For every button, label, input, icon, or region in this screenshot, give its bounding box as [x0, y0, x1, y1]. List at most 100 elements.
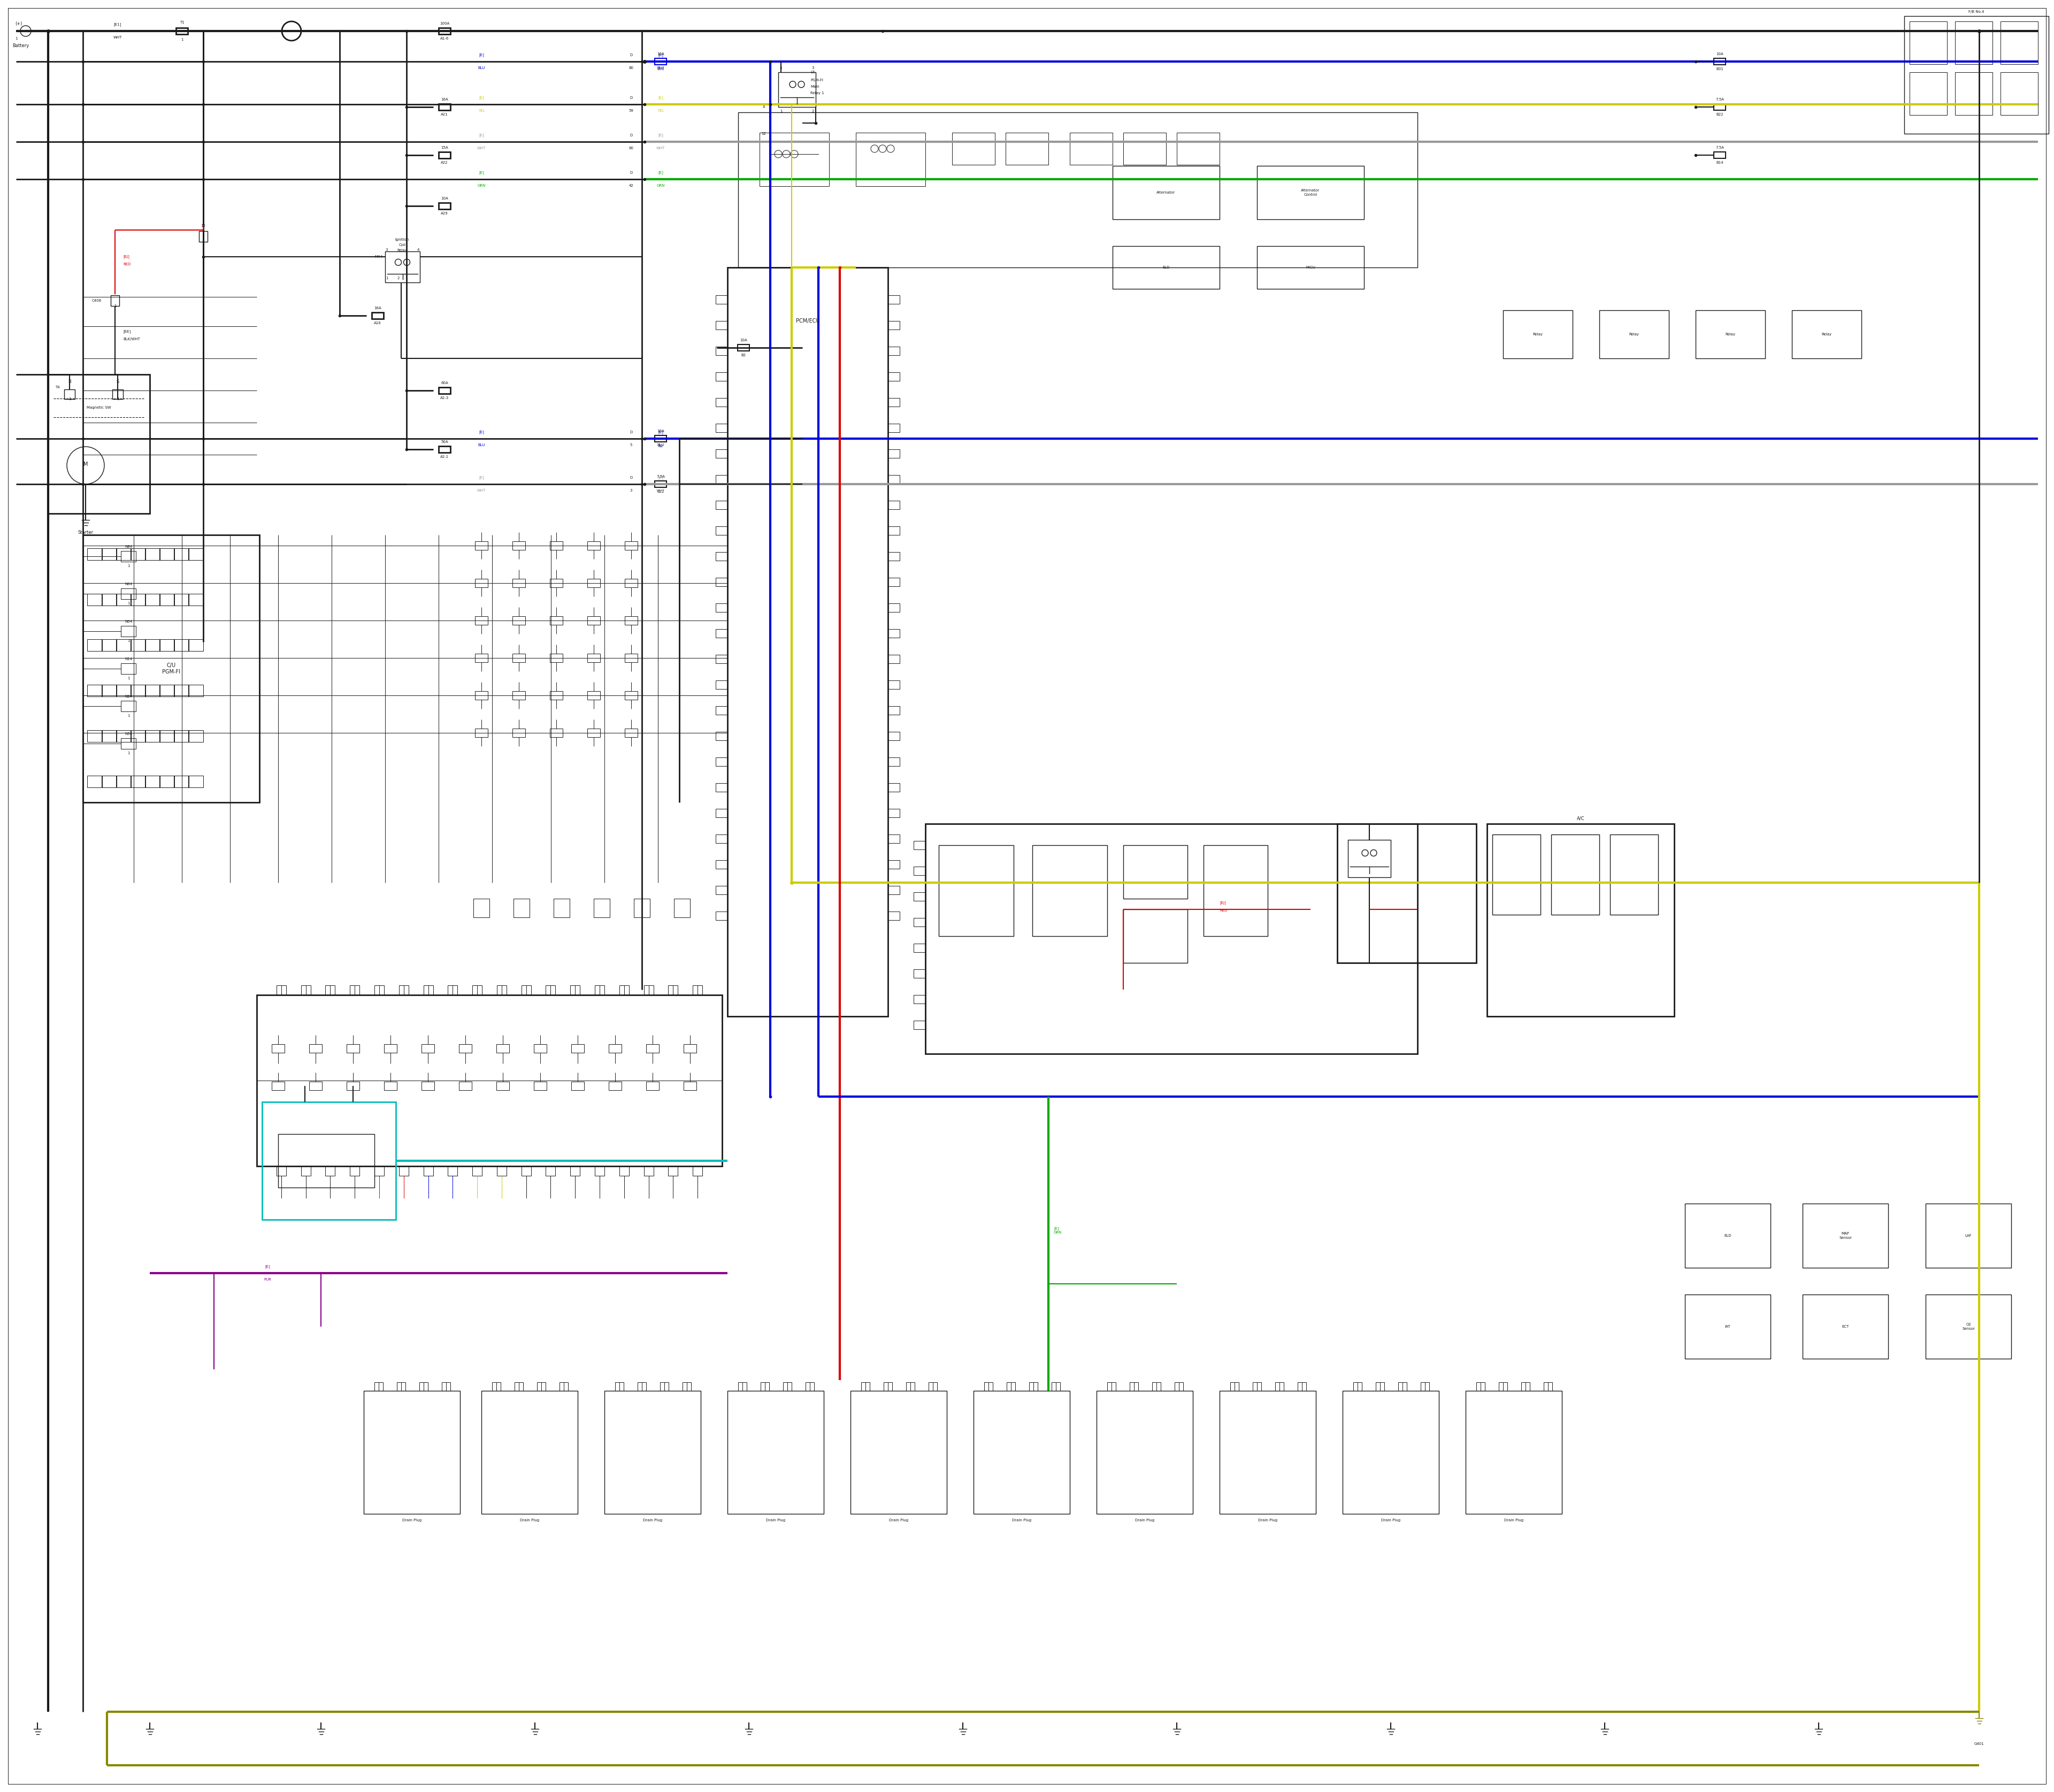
Bar: [571, 1045, 583, 1052]
Text: ECT: ECT: [1842, 1324, 1849, 1328]
Bar: [715, 398, 727, 407]
Text: A21: A21: [442, 113, 448, 116]
Bar: [448, 1167, 458, 1176]
Bar: [440, 387, 450, 394]
Text: [E]: [E]: [657, 477, 663, 480]
Bar: [887, 346, 900, 355]
Text: Alternator
Control: Alternator Control: [1300, 190, 1321, 195]
Bar: [302, 986, 310, 995]
Bar: [737, 1382, 748, 1391]
Bar: [914, 918, 926, 926]
Text: [E]: [E]: [479, 134, 485, 138]
Bar: [1477, 1382, 1485, 1391]
Bar: [86, 729, 103, 742]
Text: A29: A29: [442, 211, 448, 215]
Bar: [121, 588, 136, 599]
Bar: [715, 552, 727, 561]
Text: MAP
Sensor: MAP Sensor: [1838, 1233, 1853, 1238]
Text: 5: 5: [631, 443, 633, 446]
Bar: [715, 731, 727, 740]
Text: 16A: 16A: [374, 306, 382, 310]
Text: Drain Plug: Drain Plug: [766, 1518, 785, 1521]
Bar: [1376, 1382, 1384, 1391]
Bar: [887, 654, 900, 663]
Bar: [715, 681, 727, 688]
Text: WHT: WHT: [477, 147, 487, 151]
Text: M44: M44: [374, 254, 382, 258]
Bar: [887, 731, 900, 740]
Bar: [914, 1021, 926, 1029]
Bar: [715, 654, 727, 663]
Text: [E]: [E]: [479, 97, 485, 100]
Text: [E]: [E]: [657, 170, 663, 174]
Bar: [374, 1382, 382, 1391]
Text: GRN: GRN: [657, 185, 665, 186]
Bar: [587, 729, 600, 737]
Bar: [374, 1167, 384, 1176]
Text: 10A: 10A: [1715, 52, 1723, 56]
Bar: [146, 593, 160, 606]
Text: Drain Plug: Drain Plug: [403, 1518, 421, 1521]
Bar: [1107, 1382, 1115, 1391]
Text: C/U
PGM-FI: C/U PGM-FI: [162, 663, 181, 674]
Bar: [189, 593, 203, 606]
Bar: [596, 1167, 604, 1176]
Bar: [674, 898, 690, 918]
Bar: [887, 860, 900, 869]
Bar: [522, 1167, 532, 1176]
Text: WHT: WHT: [477, 489, 487, 493]
Bar: [1354, 1382, 1362, 1391]
Bar: [715, 706, 727, 715]
Bar: [474, 654, 489, 663]
Text: 10A: 10A: [442, 197, 448, 201]
Bar: [1006, 133, 1048, 165]
Text: 1: 1: [68, 398, 70, 401]
Text: Relay 1: Relay 1: [811, 91, 824, 95]
Bar: [715, 808, 727, 817]
Text: 4: 4: [781, 66, 783, 70]
Bar: [861, 1382, 869, 1391]
Bar: [715, 604, 727, 611]
Bar: [1033, 846, 1107, 935]
Bar: [778, 72, 815, 108]
Bar: [277, 986, 286, 995]
Bar: [684, 1082, 696, 1090]
Bar: [113, 389, 123, 400]
Bar: [887, 808, 900, 817]
Bar: [887, 885, 900, 894]
Text: Drain Plug: Drain Plug: [1013, 1518, 1031, 1521]
Bar: [310, 1082, 322, 1090]
Bar: [655, 59, 665, 65]
Bar: [684, 1045, 696, 1052]
Text: A2-3: A2-3: [440, 396, 450, 400]
Text: GRN: GRN: [477, 185, 485, 186]
Text: BLU: BLU: [479, 66, 485, 70]
Bar: [887, 527, 900, 536]
Text: MICU: MICU: [1306, 265, 1315, 269]
Text: 1: 1: [127, 640, 129, 643]
Text: 1: 1: [386, 276, 388, 280]
Bar: [1124, 133, 1167, 165]
Bar: [511, 616, 526, 625]
Bar: [887, 706, 900, 715]
Bar: [522, 986, 532, 995]
Bar: [86, 640, 103, 650]
Text: [EJ]: [EJ]: [123, 254, 129, 258]
Text: Battery: Battery: [12, 43, 29, 48]
Bar: [887, 912, 900, 919]
Bar: [1257, 246, 1364, 289]
Bar: [715, 423, 727, 432]
Text: 3: 3: [811, 66, 813, 70]
Bar: [474, 616, 489, 625]
Text: B31: B31: [657, 68, 663, 70]
Text: N64: N64: [125, 582, 131, 586]
Bar: [737, 344, 750, 351]
Text: 1: 1: [14, 38, 16, 39]
Bar: [550, 729, 563, 737]
Text: 7.5A: 7.5A: [657, 475, 665, 478]
Bar: [1124, 909, 1187, 962]
Text: [E]: [E]: [657, 134, 663, 138]
Bar: [64, 389, 74, 400]
Bar: [199, 231, 207, 242]
Text: B31: B31: [1715, 68, 1723, 70]
